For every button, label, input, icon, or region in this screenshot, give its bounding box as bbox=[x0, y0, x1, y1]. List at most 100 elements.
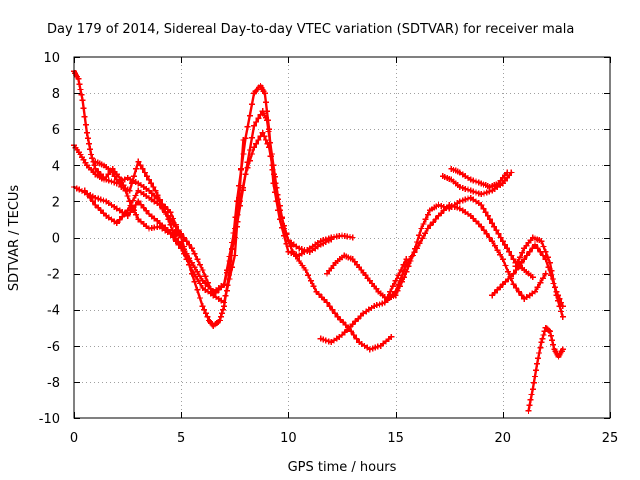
data-point-marker bbox=[285, 237, 292, 244]
data-point-marker bbox=[523, 252, 530, 259]
data-point-marker bbox=[221, 281, 228, 288]
data-point-marker bbox=[226, 253, 233, 260]
series-trace-5 bbox=[92, 158, 185, 241]
data-point-marker bbox=[506, 248, 513, 255]
data-point-marker bbox=[221, 299, 228, 306]
data-point-marker bbox=[251, 122, 258, 129]
data-point-marker bbox=[116, 180, 122, 187]
data-point-marker bbox=[191, 250, 198, 257]
data-point-marker bbox=[514, 258, 521, 265]
data-point-marker bbox=[389, 283, 396, 290]
data-point-marker bbox=[416, 232, 423, 239]
data-point-marker bbox=[510, 256, 517, 263]
data-point-marker bbox=[172, 223, 179, 230]
data-point-marker bbox=[84, 135, 91, 142]
data-point-marker bbox=[544, 254, 551, 261]
data-point-marker bbox=[559, 346, 566, 353]
data-point-marker bbox=[143, 173, 150, 180]
data-point-marker bbox=[512, 263, 519, 270]
data-point-marker bbox=[292, 253, 299, 260]
data-point-marker bbox=[537, 248, 544, 255]
data-point-marker bbox=[427, 222, 434, 229]
data-point-marker bbox=[191, 264, 198, 271]
data-point-marker bbox=[497, 234, 504, 241]
data-point-marker bbox=[398, 267, 404, 273]
data-point-marker bbox=[542, 248, 549, 255]
data-point-marker bbox=[188, 245, 195, 252]
x-tick-label: 10 bbox=[280, 431, 297, 446]
data-point-marker bbox=[81, 187, 88, 194]
data-point-marker bbox=[150, 184, 157, 190]
data-point-marker bbox=[537, 279, 544, 286]
data-point-marker bbox=[265, 128, 272, 135]
data-point-marker bbox=[119, 213, 126, 220]
data-point-marker bbox=[287, 243, 294, 250]
data-point-marker bbox=[126, 187, 133, 194]
data-point-marker bbox=[484, 212, 491, 219]
data-point-marker bbox=[146, 176, 152, 183]
data-point-marker bbox=[553, 292, 560, 299]
data-point-marker bbox=[83, 129, 90, 136]
data-point-marker bbox=[400, 261, 407, 268]
data-point-marker bbox=[130, 205, 136, 212]
data-point-marker bbox=[154, 192, 161, 199]
data-point-marker bbox=[229, 239, 236, 246]
data-point-marker bbox=[201, 306, 208, 313]
series-trace-9 bbox=[439, 169, 515, 198]
data-point-marker bbox=[526, 402, 533, 409]
data-point-marker bbox=[253, 140, 260, 147]
data-point-marker bbox=[388, 333, 395, 340]
axis-ticks bbox=[74, 57, 611, 419]
data-point-marker bbox=[262, 137, 269, 143]
data-point-marker bbox=[267, 153, 274, 160]
data-point-marker bbox=[87, 194, 94, 201]
series-trace-12 bbox=[525, 324, 566, 414]
x-tick-label: 25 bbox=[602, 431, 619, 446]
data-point-marker bbox=[87, 146, 94, 153]
data-point-marker bbox=[233, 223, 240, 230]
data-point-marker bbox=[140, 204, 147, 211]
data-point-marker bbox=[542, 270, 549, 277]
data-point-marker bbox=[422, 216, 429, 223]
data-point-marker bbox=[143, 207, 150, 214]
data-point-marker bbox=[132, 192, 139, 199]
data-point-marker bbox=[547, 259, 553, 266]
y-tick-label: -8 bbox=[47, 376, 60, 391]
data-point-marker bbox=[517, 254, 523, 261]
data-point-marker bbox=[550, 276, 557, 282]
data-point-marker bbox=[197, 295, 203, 301]
y-tick-label: 2 bbox=[52, 195, 60, 210]
data-point-marker bbox=[550, 341, 557, 348]
data-point-marker bbox=[178, 234, 185, 241]
series-trace-3 bbox=[71, 129, 395, 353]
series-trace-6 bbox=[324, 194, 536, 302]
data-point-marker bbox=[305, 272, 312, 279]
chart-title: Day 179 of 2014, Sidereal Day-to-day VTE… bbox=[47, 22, 574, 37]
data-point-marker bbox=[519, 249, 526, 256]
data-point-marker bbox=[137, 162, 144, 169]
data-point-marker bbox=[540, 332, 547, 338]
data-point-marker bbox=[80, 105, 87, 112]
data-point-marker bbox=[223, 287, 230, 294]
data-point-marker bbox=[489, 238, 496, 245]
data-point-marker bbox=[508, 252, 515, 259]
data-point-marker bbox=[324, 299, 330, 306]
data-point-marker bbox=[262, 99, 269, 106]
data-point-marker bbox=[508, 169, 515, 176]
data-point-marker bbox=[534, 360, 541, 367]
data-point-marker bbox=[207, 285, 214, 292]
data-point-marker bbox=[257, 111, 264, 118]
data-point-marker bbox=[501, 241, 508, 248]
data-point-marker bbox=[549, 337, 556, 344]
y-tick-label: 8 bbox=[52, 87, 60, 102]
data-point-marker bbox=[223, 267, 230, 274]
data-point-marker bbox=[533, 367, 539, 374]
data-point-marker bbox=[261, 90, 268, 97]
data-point-marker bbox=[156, 196, 163, 203]
data-point-marker bbox=[194, 256, 201, 263]
data-point-marker bbox=[540, 252, 546, 259]
data-point-marker bbox=[332, 310, 338, 317]
data-point-marker bbox=[194, 286, 201, 293]
data-point-marker bbox=[296, 258, 303, 264]
data-point-marker bbox=[204, 313, 211, 320]
